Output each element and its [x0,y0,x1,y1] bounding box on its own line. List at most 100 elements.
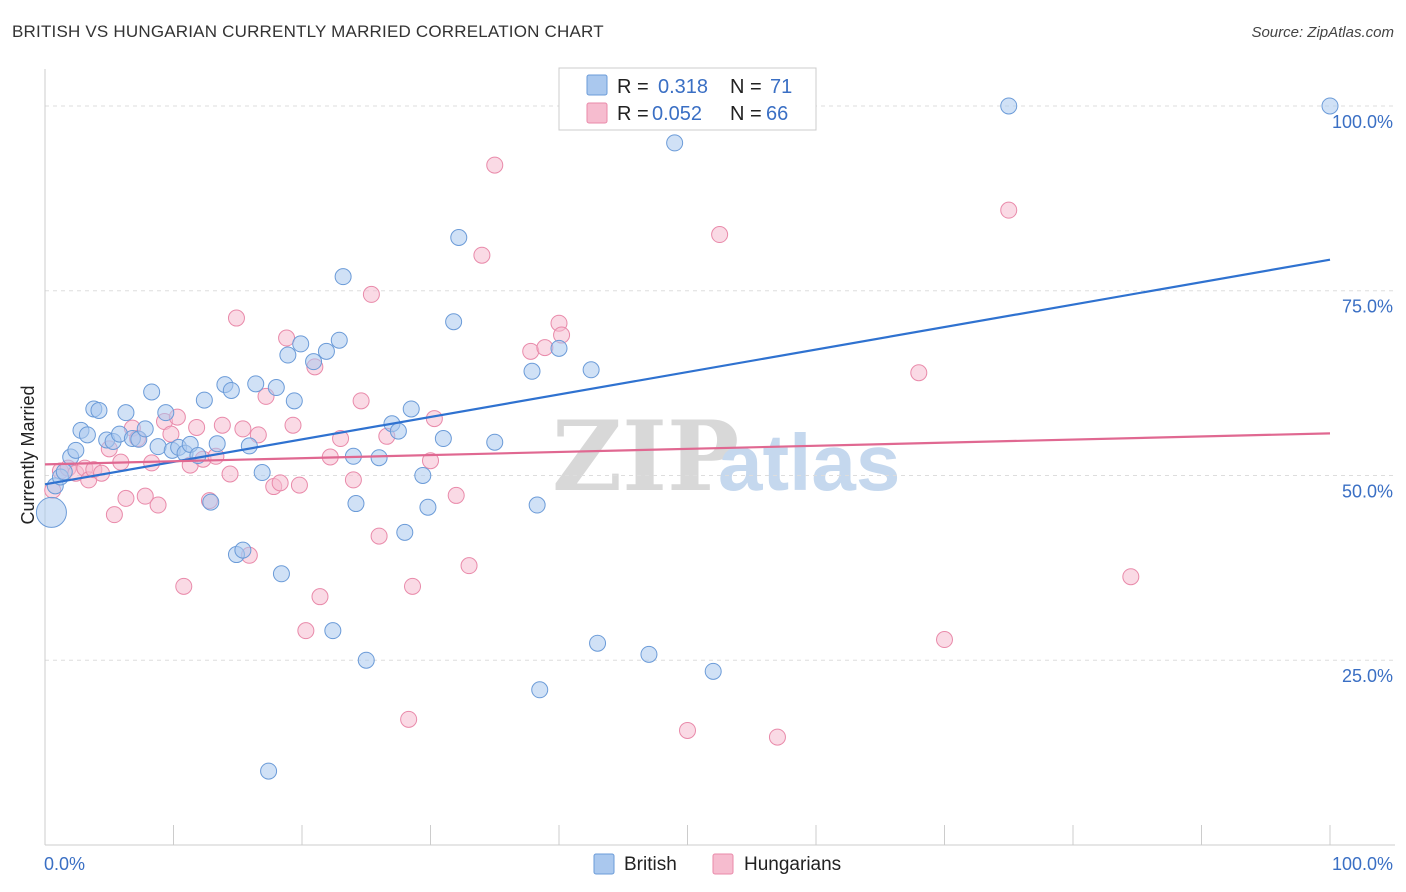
watermark-zip: ZIP [552,400,739,513]
legend-r-label-hungarians: R = [617,103,649,125]
british-point [272,565,290,583]
hungarians-point [422,452,439,470]
british-point [347,495,365,513]
legend-r-value-british: 0.318 [658,76,708,98]
british-point [222,381,240,399]
british-point [704,662,722,680]
british-point [285,392,303,410]
british-point [450,229,468,247]
legend-swatch-hungarians [586,102,608,124]
british-point [202,493,220,511]
hungarians-point [221,465,239,483]
hungarians-point [188,418,206,436]
hungarians-point [352,392,370,410]
watermark: ZIP atlas [552,400,900,513]
hungarians-point [175,577,193,595]
hungarians-point [370,527,388,545]
y-tick-label: 100.0% [1332,112,1393,132]
british-point [486,433,504,451]
hungarians-point [473,246,491,264]
hungarians-point [234,420,252,438]
legend-n-value-hungarians: 66 [766,103,788,125]
british-point [370,449,388,467]
british-point [240,437,258,455]
hungarians-point [344,471,362,489]
legend-n-value-british: 71 [770,76,792,98]
bottom-legend-swatch-british [593,853,615,875]
british-point [136,420,154,438]
watermark-atlas: atlas [718,418,900,507]
hungarians-point [486,156,504,174]
x-tick-label: 100.0% [1332,854,1393,874]
y-tick-label: 25.0% [1342,666,1393,686]
hungarians-point [117,489,135,507]
british-point [640,645,658,663]
legend-r-label-british: R = [617,76,649,98]
y-tick-label: 50.0% [1342,481,1393,501]
axes [44,69,1395,846]
hungarians-point [1122,568,1140,586]
british-point [396,523,414,541]
british-point [90,401,108,419]
british-point [324,622,342,640]
british-point [334,268,352,286]
hungarians-point [362,285,380,303]
british-point [582,361,600,379]
correlation-legend: R = 0.318 N = 71 R = 0.052 N = 66 [558,67,817,131]
hungarians-point [400,710,418,728]
hungarians-point [105,506,123,524]
british-trend-line [44,258,1331,486]
british-point [117,404,135,422]
chart-source: Source: ZipAtlas.com [1251,24,1394,41]
british-point [247,375,265,393]
bottom-legend-label-hungarians: Hungarians [744,854,841,875]
british-point [550,339,568,357]
trend-lines [44,258,1331,486]
bottom-legend-swatch-hungarians [712,853,734,875]
british-points [35,97,1339,780]
chart-title: BRITISH VS HUNGARIAN CURRENTLY MARRIED C… [12,22,604,41]
hungarians-point [460,557,478,575]
british-point [195,391,213,409]
british-point [67,441,85,459]
british-point [1321,97,1339,115]
hungarians-point [227,309,245,327]
y-axis-label: Currently Married [18,385,38,524]
british-point [523,362,541,380]
legend-n-label-british: N = [730,76,762,98]
british-point [330,331,348,349]
british-point [1000,97,1018,115]
hungarians-point [297,622,315,640]
legend-n-label-hungarians: N = [730,103,762,125]
british-point [78,426,96,444]
british-point [531,681,549,699]
hungarians-point [910,364,928,382]
hungarians-point [271,474,289,492]
british-point [267,379,285,397]
british-point [35,496,67,528]
hungarians-point [213,416,231,434]
hungarians-trend-line [44,432,1331,466]
hungarians-point [425,410,443,428]
british-point [260,762,278,780]
british-point [666,134,684,152]
hungarians-point [522,342,540,360]
hungarians-point [404,577,422,595]
hungarians-point [278,329,296,347]
y-tick-label: 75.0% [1342,297,1393,317]
bottom-legend-label-british: British [624,854,677,875]
hungarians-point [1000,201,1018,219]
legend-swatch-british [586,74,608,96]
x-tick-labels: 0.0% 100.0% [44,854,1393,874]
british-point [143,383,161,401]
hungarians-point [332,430,350,448]
british-point [414,466,432,484]
british-point [157,404,175,422]
british-point [589,634,607,652]
british-point [357,651,375,669]
british-point [434,430,452,448]
hungarians-point [936,631,953,649]
british-point [389,422,407,440]
hungarians-point [249,426,267,444]
